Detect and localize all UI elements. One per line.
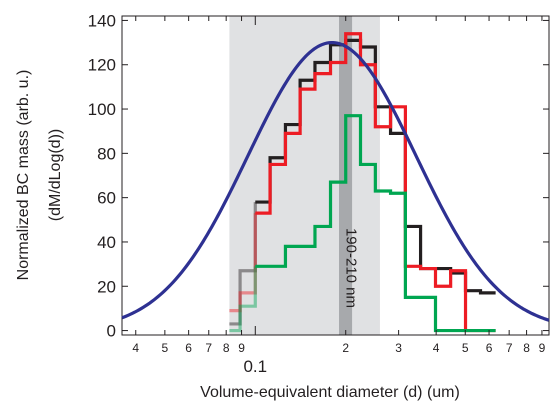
- x-minor-tick-label: 6: [486, 341, 493, 355]
- series-1-steps: [255, 32, 496, 333]
- y-axis-title-line1: Normalized BC mass (arb. u.): [15, 70, 32, 281]
- band-label: 190-210 nm: [343, 228, 360, 308]
- x-minor-tick-label: 4: [132, 341, 139, 355]
- series-layer: [121, 32, 550, 333]
- x-minor-tick-label: 9: [539, 341, 546, 355]
- plot-frame: [121, 15, 550, 336]
- x-minor-tick-label: 7: [506, 341, 513, 355]
- series-1-faded-steps: [229, 213, 257, 313]
- y-tick-label: 60: [97, 189, 116, 208]
- x-minor-tick-label: 8: [223, 341, 230, 355]
- y-tick-label: 140: [88, 11, 116, 30]
- x-minor-tick-label: 4: [433, 341, 440, 355]
- x-minor-tick-label: 9: [238, 341, 245, 355]
- x-minor-tick-label: 5: [162, 341, 169, 355]
- shaded-range: [229, 16, 380, 335]
- plot-frame-box: [121, 15, 550, 336]
- x-axis-title: Volume-equivalent diameter (d) (um): [200, 384, 460, 401]
- x-minor-tick-label: 2: [342, 341, 349, 355]
- series-2-faded-steps: [229, 266, 257, 333]
- series-2-steps: [255, 114, 496, 333]
- y-axis-title-line2: (dM/dLog(d)): [47, 129, 64, 221]
- y-tick-label: 40: [97, 233, 116, 252]
- x-minor-tick-label: 6: [185, 341, 192, 355]
- x-minor-tick-label: 8: [523, 341, 530, 355]
- y-tick-label: 0: [107, 322, 116, 341]
- y-tick-label: 100: [88, 100, 116, 119]
- x-minor-tick-label: 7: [205, 341, 212, 355]
- x-major-tick-label: 0.1: [243, 357, 267, 376]
- y-tick-label: 20: [97, 277, 116, 296]
- y-tick-label: 120: [88, 56, 116, 75]
- x-minor-tick-label: 3: [395, 341, 402, 355]
- x-minor-tick-label: 5: [462, 341, 469, 355]
- lognormal-fit-curve: [121, 40, 550, 322]
- series-0-faded-steps: [229, 202, 257, 326]
- y-tick-label: 80: [97, 144, 116, 163]
